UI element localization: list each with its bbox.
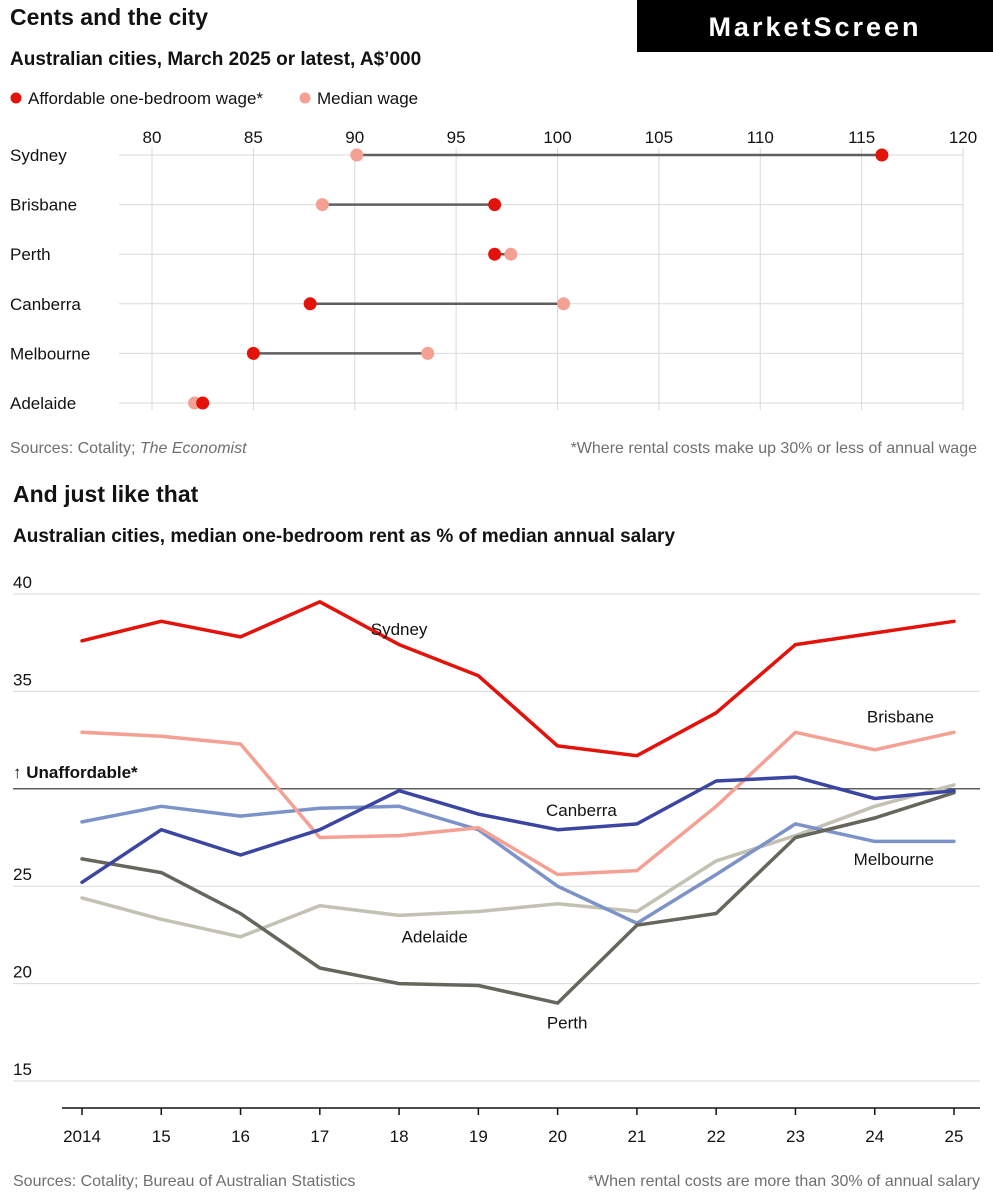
series-line-perth <box>80 790 956 1005</box>
chart-2-source: Sources: Cotality; Bureau of Australian … <box>13 1173 355 1190</box>
x-tick-label-20: 20 <box>548 1127 567 1146</box>
affordable-dot-sydney <box>875 148 889 162</box>
category-label-perth: Perth <box>10 245 51 264</box>
series-line-canberra <box>80 775 956 885</box>
series-label-adelaide: Adelaide <box>402 928 468 947</box>
series-label-melbourne: Melbourne <box>854 850 934 869</box>
chart-2-title: And just like that <box>13 481 199 507</box>
affordable-dot-adelaide <box>196 396 210 410</box>
series-line-brisbane <box>80 730 956 877</box>
chart-1: Cents and the city Australian cities, Ma… <box>10 4 977 457</box>
x-tick-label-90: 90 <box>345 128 364 147</box>
x-tick-label-19: 19 <box>469 1127 488 1146</box>
x-tick-label-95: 95 <box>447 128 466 147</box>
x-tick-label-17: 17 <box>310 1127 329 1146</box>
category-label-melbourne: Melbourne <box>10 344 90 363</box>
x-tick-label-110: 110 <box>747 128 774 147</box>
series-label-canberra: Canberra <box>546 801 617 820</box>
chart-2: And just like that Australian cities, me… <box>13 481 980 1190</box>
series-line-melbourne <box>80 804 956 925</box>
x-tick-label-16: 16 <box>231 1127 250 1146</box>
y-tick-label-15: 15 <box>13 1060 32 1079</box>
legend-affordable-label: Affordable one-bedroom wage* <box>28 89 263 108</box>
chart-1-source-italic: The Economist <box>140 440 247 457</box>
median-dot-brisbane <box>315 198 329 212</box>
x-tick-label-100: 100 <box>543 128 571 147</box>
x-tick-label-15: 15 <box>152 1127 171 1146</box>
chart-1-category-labels: Sydney Brisbane Perth Canberra Melbourne Adel… <box>10 146 90 413</box>
chart-1-marks <box>188 148 889 410</box>
chart-1-subtitle: Australian cities, March 2025 or latest,… <box>10 49 421 70</box>
legend-median-label: Median wage <box>317 89 418 108</box>
x-tick-label-80: 80 <box>143 128 162 147</box>
x-tick-label-22: 22 <box>707 1127 726 1146</box>
median-dot-melbourne <box>421 346 435 360</box>
x-tick-label-85: 85 <box>244 128 263 147</box>
category-label-adelaide: Adelaide <box>10 394 76 413</box>
series-label-perth: Perth <box>547 1013 588 1032</box>
chart-2-threshold: ↑ Unaffordable* <box>13 763 980 790</box>
y-tick-label-35: 35 <box>13 670 32 689</box>
chart-2-y-axis: 40 35 25 20 15 <box>13 573 32 1079</box>
chart-1-source-text: Sources: Cotality; <box>10 440 140 457</box>
threshold-label: ↑ Unaffordable* <box>13 763 138 782</box>
x-tick-label-105: 105 <box>645 128 673 147</box>
x-tick-label-24: 24 <box>865 1127 884 1146</box>
y-tick-label-25: 25 <box>13 865 32 884</box>
chart-1-x-axis: 80 85 90 95 100 105 110 115 120 <box>143 128 978 147</box>
chart-1-source: Sources: Cotality; The Economist <box>10 440 247 457</box>
chart-2-series <box>80 600 956 1005</box>
series-label-sydney: Sydney <box>371 620 428 639</box>
affordable-dot-melbourne <box>246 346 260 360</box>
affordable-dot-canberra <box>303 297 317 311</box>
legend-affordable-marker <box>10 92 22 104</box>
chart-2-x-axis: 2014 15 16 17 18 19 20 21 22 23 24 25 <box>62 1107 980 1146</box>
brand-logo: MarketScreen <box>637 0 993 52</box>
x-tick-label-21: 21 <box>627 1127 646 1146</box>
legend-median-marker <box>299 92 311 104</box>
chart-2-series-labels: Sydney Brisbane Canberra Melbourne Adelaide P… <box>371 620 934 1032</box>
x-tick-label-115: 115 <box>848 128 875 147</box>
y-tick-label-40: 40 <box>13 573 32 592</box>
affordable-dot-brisbane <box>488 198 502 212</box>
chart-1-footnote: *Where rental costs make up 30% or less … <box>571 440 978 457</box>
logo-background <box>637 0 993 52</box>
x-tick-label-18: 18 <box>390 1127 409 1146</box>
median-dot-perth <box>504 247 518 261</box>
affordable-dot-perth <box>488 247 502 261</box>
series-line-adelaide <box>80 783 956 939</box>
series-line-sydney <box>80 600 956 758</box>
x-tick-label-120: 120 <box>949 128 977 147</box>
median-dot-sydney <box>350 148 364 162</box>
x-tick-label-23: 23 <box>786 1127 805 1146</box>
median-dot-canberra <box>557 297 571 311</box>
x-tick-label-2014: 2014 <box>63 1127 101 1146</box>
chart-1-legend: Affordable one-bedroom wage* Median wage <box>10 89 418 108</box>
chart-2-subtitle: Australian cities, median one-bedroom re… <box>13 526 675 547</box>
category-label-brisbane: Brisbane <box>10 196 77 215</box>
chart-2-footnote: *When rental costs are more than 30% of … <box>588 1173 980 1190</box>
logo-text: MarketScreen <box>708 12 921 42</box>
y-tick-label-20: 20 <box>13 963 32 982</box>
category-label-canberra: Canberra <box>10 295 81 314</box>
series-label-brisbane: Brisbane <box>867 708 934 727</box>
x-tick-label-25: 25 <box>945 1127 964 1146</box>
category-label-sydney: Sydney <box>10 146 67 165</box>
chart-1-gridlines <box>119 148 964 410</box>
chart-1-title: Cents and the city <box>10 4 208 30</box>
